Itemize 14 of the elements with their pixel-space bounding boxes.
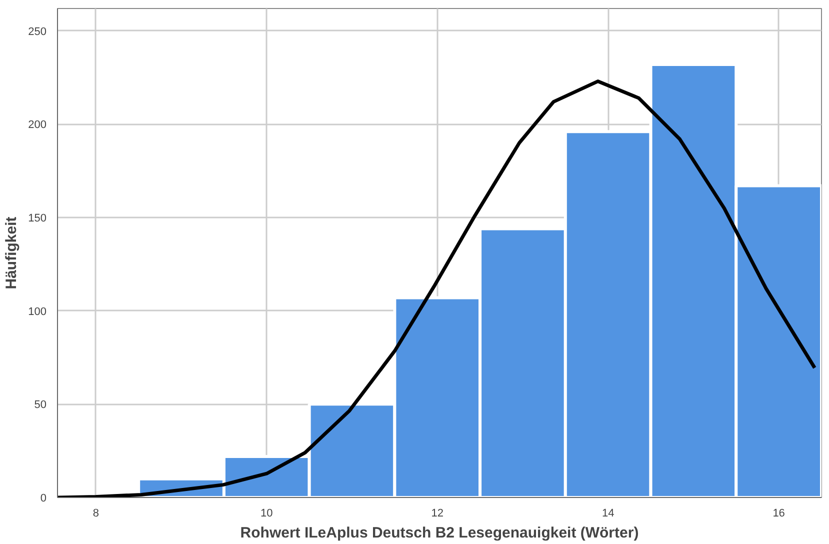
x-tick-label: 10 bbox=[260, 508, 273, 520]
y-tick-label: 0 bbox=[40, 492, 47, 504]
line-series bbox=[58, 80, 816, 498]
y-tick-label: 100 bbox=[28, 306, 47, 318]
y-tick-label: 250 bbox=[28, 26, 47, 38]
y-tick-label: 50 bbox=[34, 399, 47, 412]
y-tick-label: 200 bbox=[28, 119, 47, 132]
x-axis-title: Rohwert ILeAplus Deutsch B2 Lesegenauigkeit (Wörter) bbox=[240, 524, 639, 542]
y-axis-title: Häufigkeit bbox=[3, 216, 20, 290]
x-tick-label: 14 bbox=[602, 508, 614, 520]
x-tick-label: 8 bbox=[92, 508, 99, 520]
x-tick-label: 12 bbox=[431, 508, 444, 520]
x-tick-label: 16 bbox=[772, 508, 785, 520]
y-tick-label: 150 bbox=[28, 212, 47, 225]
